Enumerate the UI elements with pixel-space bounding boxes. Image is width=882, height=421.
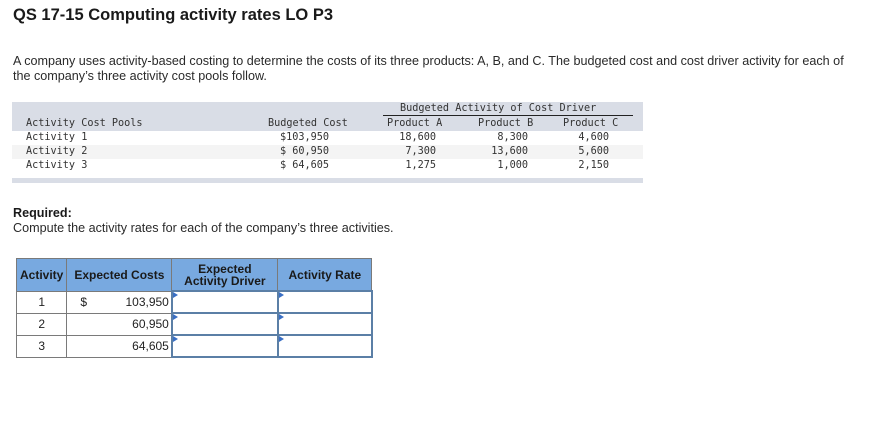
expected-activity-driver-input[interactable] [172, 337, 277, 355]
expected-cost-cell: 64,605 [66, 334, 173, 358]
currency-symbol: $ [80, 294, 88, 309]
activity-number: 3 [15, 334, 68, 358]
product-a-value: 1,275 [405, 160, 436, 171]
input-flag-icon [172, 314, 178, 320]
table-row: 2 60,950 [15, 312, 373, 336]
header-band [12, 102, 643, 131]
group-header-rule [383, 115, 633, 116]
row-shade [12, 145, 643, 159]
col-header-product-b: Product B [478, 118, 534, 129]
product-c-value: 5,600 [578, 146, 609, 157]
required-label: Required: [13, 206, 72, 220]
header-activity: Activity [15, 258, 68, 292]
input-flag-icon [172, 292, 178, 298]
budgeted-cost: $103,950 [280, 132, 330, 143]
activity-rate-cell[interactable] [276, 312, 373, 336]
expected-activity-driver-input[interactable] [172, 293, 277, 311]
activity-rate-input[interactable] [278, 315, 371, 333]
table-row: 3 64,605 [15, 334, 373, 358]
expected-activity-driver-cell[interactable] [170, 312, 279, 336]
required-text: Compute the activity rates for each of t… [13, 221, 394, 235]
product-c-value: 2,150 [578, 160, 609, 171]
product-b-value: 8,300 [497, 132, 528, 143]
activity-rate-input[interactable] [278, 293, 371, 311]
expected-activity-driver-cell[interactable] [170, 290, 279, 314]
col-header-pools: Activity Cost Pools [26, 118, 143, 129]
expected-activity-driver-cell[interactable] [170, 334, 279, 358]
product-b-value: 13,600 [491, 146, 528, 157]
activity-number: 2 [15, 312, 68, 336]
expected-cost-value: 103,950 [125, 294, 169, 309]
col-header-product-a: Product A [387, 118, 443, 129]
activity-rate-cell[interactable] [276, 334, 373, 358]
given-data-table: Budgeted Activity of Cost Driver Activit… [12, 102, 643, 183]
expected-cost-value: 60,950 [132, 316, 169, 331]
footer-band [12, 178, 643, 183]
pool-name: Activity 3 [26, 160, 88, 171]
header-activity-rate: Activity Rate [277, 258, 373, 292]
expected-activity-driver-input[interactable] [172, 315, 277, 333]
pool-name: Activity 1 [26, 132, 88, 143]
activity-number: 1 [15, 290, 68, 314]
expected-cost-value: 64,605 [132, 338, 169, 353]
product-b-value: 1,000 [497, 160, 528, 171]
pool-name: Activity 2 [26, 146, 88, 157]
budgeted-cost: $ 60,950 [280, 146, 330, 157]
activity-rate-cell[interactable] [276, 290, 373, 314]
header-expected-costs: Expected Costs [66, 258, 173, 292]
expected-cost-cell: $ 103,950 [66, 290, 173, 314]
activity-rate-input[interactable] [278, 337, 371, 355]
col-header-cost: Budgeted Cost [268, 118, 348, 129]
product-a-value: 7,300 [405, 146, 436, 157]
answer-table: Activity Expected Costs Expected Activit… [15, 258, 373, 358]
product-c-value: 4,600 [578, 132, 609, 143]
group-header: Budgeted Activity of Cost Driver [400, 103, 597, 114]
header-expected-activity-driver: Expected Activity Driver [171, 258, 279, 292]
intro-text: A company uses activity-based costing to… [13, 54, 844, 83]
input-flag-icon [278, 336, 284, 342]
page-title: QS 17-15 Computing activity rates LO P3 [13, 6, 334, 24]
table-row: 1 $ 103,950 [15, 290, 373, 314]
col-header-product-c: Product C [563, 118, 619, 129]
input-flag-icon [172, 336, 178, 342]
input-flag-icon [278, 314, 284, 320]
input-flag-icon [278, 292, 284, 298]
budgeted-cost: $ 64,605 [280, 160, 330, 171]
expected-cost-cell: 60,950 [66, 312, 173, 336]
product-a-value: 18,600 [399, 132, 436, 143]
